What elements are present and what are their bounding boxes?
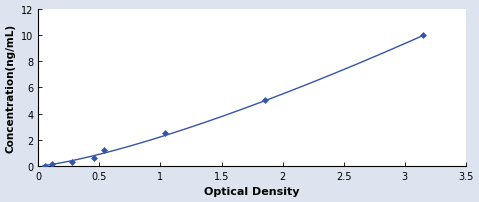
X-axis label: Optical Density: Optical Density [205, 186, 300, 197]
Y-axis label: Concentration(ng/mL): Concentration(ng/mL) [6, 24, 15, 152]
